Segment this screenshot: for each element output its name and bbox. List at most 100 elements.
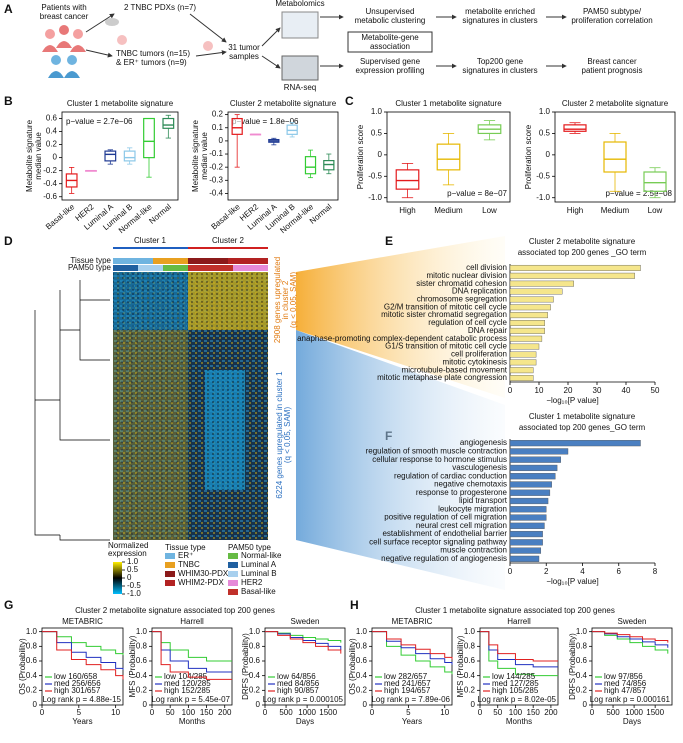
x-tick-label: 200 [218, 708, 232, 717]
chart-title: Cluster 1 metabolite signature [529, 412, 636, 421]
x-axis-label: Months [506, 717, 532, 726]
panel-label: B [4, 94, 13, 108]
category-label: anaphase-promoting complex-dependent cat… [297, 334, 507, 343]
y-tick-label: 0 [256, 700, 261, 709]
survival-curve [372, 631, 453, 675]
bar [509, 547, 542, 554]
legend-label: TNBC [178, 560, 200, 569]
label: samples [229, 52, 259, 61]
x-tick-label: Medium [434, 206, 463, 215]
side-label: 6224 genes upregulated in cluster 1 [275, 371, 284, 499]
x-tick-label: 500 [279, 708, 293, 717]
box [231, 117, 243, 135]
category-label: establishment of endothelial barrier [382, 529, 507, 538]
dendrogram [34, 280, 110, 541]
plot-frame [264, 627, 346, 706]
y-axis-label: DRFS (Probability) [241, 633, 250, 700]
y-axis-label: MFS (Probability) [456, 635, 465, 697]
tick-label: 0.5 [127, 565, 139, 574]
label: metabolite enriched [465, 7, 535, 16]
annotation [153, 258, 188, 264]
label: signatures in clusters [462, 66, 537, 75]
y-tick-label: -1.0 [536, 193, 550, 202]
legend-title: Normalized [108, 541, 148, 550]
survival-curve [372, 631, 453, 660]
label: 31 tumor [228, 43, 260, 52]
plot-frame [371, 627, 453, 706]
x-axis-label: Years [402, 717, 422, 726]
icon [105, 18, 119, 26]
y-tick-label: -0.4 [209, 189, 223, 198]
chart-title: Cluster 1 metabolite signature [67, 99, 174, 108]
bar [509, 514, 547, 521]
label: Metabolomics [275, 0, 324, 8]
x-tick-label: 0 [150, 708, 155, 717]
legend-swatch [228, 553, 238, 559]
legend-swatch [228, 589, 238, 595]
y-tick-label: 0.6 [249, 656, 261, 665]
arrow [195, 50, 227, 57]
x-tick-label: Medium [601, 206, 630, 215]
legend-swatch [228, 580, 238, 586]
y-tick-label: 0 [219, 136, 224, 145]
bar [509, 506, 547, 513]
annotation: Log rank p = 0.000105 [263, 695, 344, 704]
panel-label: G [4, 598, 13, 612]
icon [67, 55, 77, 65]
category-label: G2/M transition of mitotic cell cycle [384, 302, 508, 311]
y-tick-label: 0.2 [26, 685, 38, 694]
y-tick-label: 0.6 [356, 656, 368, 665]
y-tick-label: 0.8 [26, 641, 38, 650]
category-label: chromosome segregation [417, 295, 507, 304]
category-label: G1/S transition of mitotic cell cycle [385, 342, 507, 351]
label: expression profiling [356, 66, 425, 75]
annotation: Log rank p = 8.02e-05 [477, 695, 556, 704]
category-label: mitotic metaphase plate congression [377, 373, 507, 382]
y-tick-label: 0 [583, 700, 588, 709]
category-label: vasculogenesis [452, 463, 507, 472]
legend-label: med 256/656 [54, 679, 101, 688]
y-tick-label: 0.4 [249, 671, 261, 680]
instrument-icon [281, 55, 319, 81]
label: TNBC tumors (n=15) [116, 49, 190, 58]
bar [509, 264, 641, 271]
heatmap [113, 330, 188, 540]
y-tick-label: 1.0 [371, 107, 383, 116]
x-tick-label: 0 [263, 708, 268, 717]
tick-label: -0.5 [127, 581, 141, 590]
y-tick-label: -0.4 [43, 179, 57, 188]
legend-label: low 160/658 [54, 672, 98, 681]
bar [509, 456, 561, 463]
label: 2 TNBC PDXs (n=7) [124, 3, 196, 12]
y-tick-label: -0.5 [536, 171, 550, 180]
icon [59, 25, 69, 35]
row-label: PAM50 type [68, 263, 112, 272]
bar [509, 272, 635, 279]
y-tick-label: 1.0 [356, 627, 368, 636]
arrow [189, 13, 227, 43]
label: metabolic clustering [355, 16, 426, 25]
panel-label: A [4, 2, 13, 16]
box [347, 31, 433, 53]
y-tick-label: 0.2 [576, 685, 588, 694]
y-tick-label: 1.0 [136, 627, 148, 636]
label: breast cancer [40, 12, 89, 21]
plot-frame [591, 627, 673, 706]
y-tick-label: -0.1 [209, 149, 223, 158]
y-tick-label: 0.4 [464, 671, 476, 680]
bar [509, 440, 641, 447]
bar [509, 288, 563, 295]
arrow [85, 49, 113, 58]
x-tick-label: 50 [166, 708, 175, 717]
instrument-icon [281, 11, 319, 39]
x-tick-label: 10 [111, 708, 120, 717]
legend-label: med 127/285 [492, 679, 539, 688]
box [603, 141, 627, 173]
legend-label: med 74/856 [604, 679, 647, 688]
cluster-label: Cluster 1 [134, 236, 167, 245]
annotation: p−value = 2.5e−08 [605, 189, 672, 198]
bar [509, 320, 545, 326]
x-axis-label: Months [179, 717, 205, 726]
x-tick-label: High [567, 206, 583, 215]
chart-title: Sweden [618, 617, 647, 626]
